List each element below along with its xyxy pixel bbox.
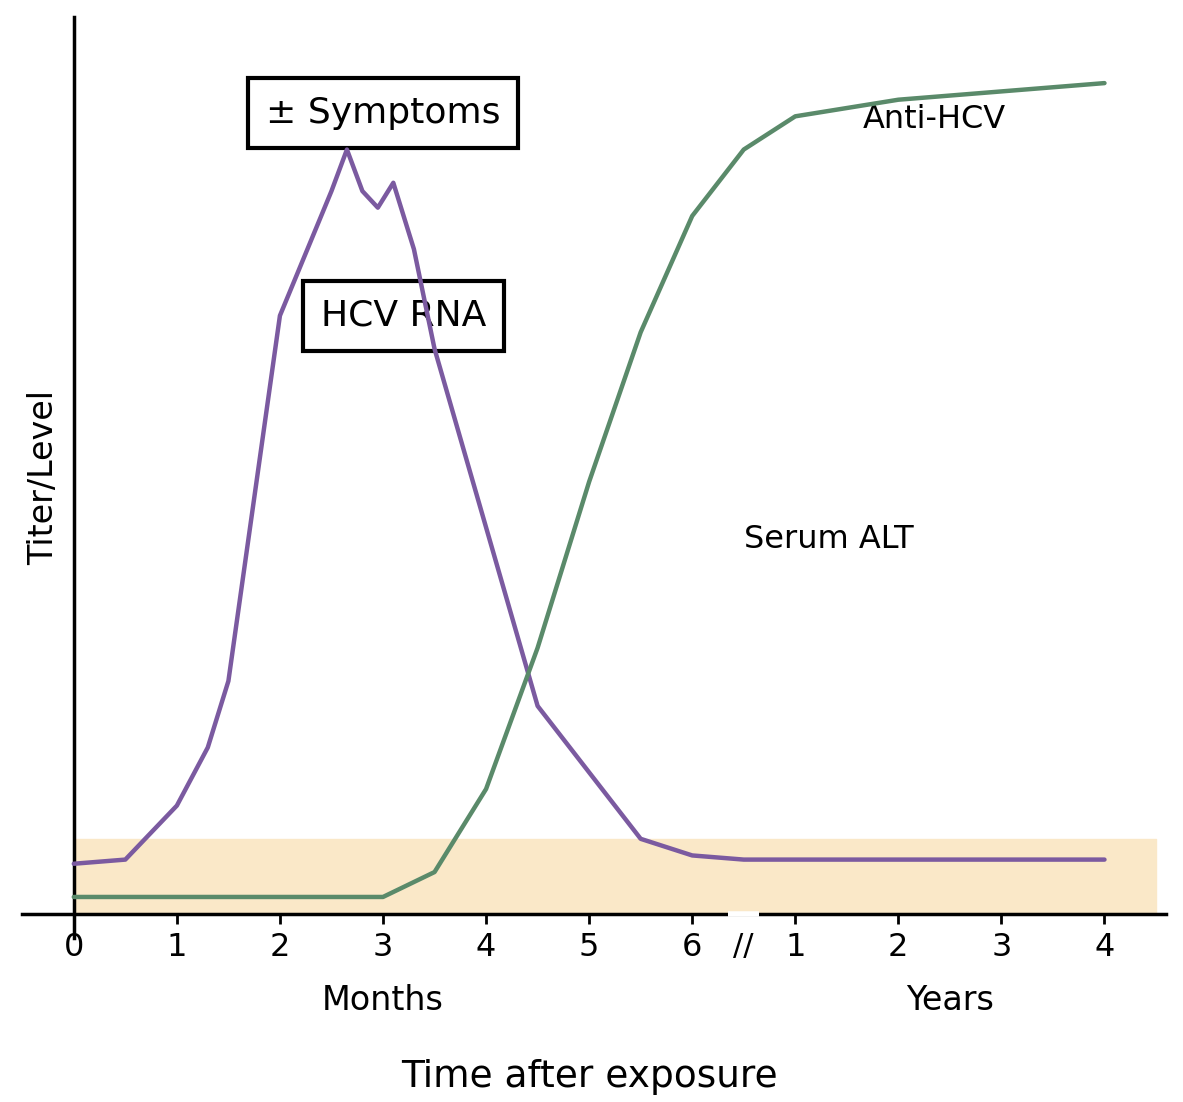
Y-axis label: Titer/Level: Titer/Level	[27, 390, 60, 565]
Text: Years: Years	[906, 984, 994, 1017]
Text: HCV RNA: HCV RNA	[321, 299, 486, 333]
Text: Serum ALT: Serum ALT	[744, 525, 913, 555]
Text: //: //	[733, 932, 754, 961]
Text: Time after exposure: Time after exposure	[401, 1059, 777, 1095]
Text: Months: Months	[322, 984, 444, 1017]
Text: ± Symptoms: ± Symptoms	[266, 96, 500, 130]
Text: Anti-HCV: Anti-HCV	[862, 104, 1006, 134]
